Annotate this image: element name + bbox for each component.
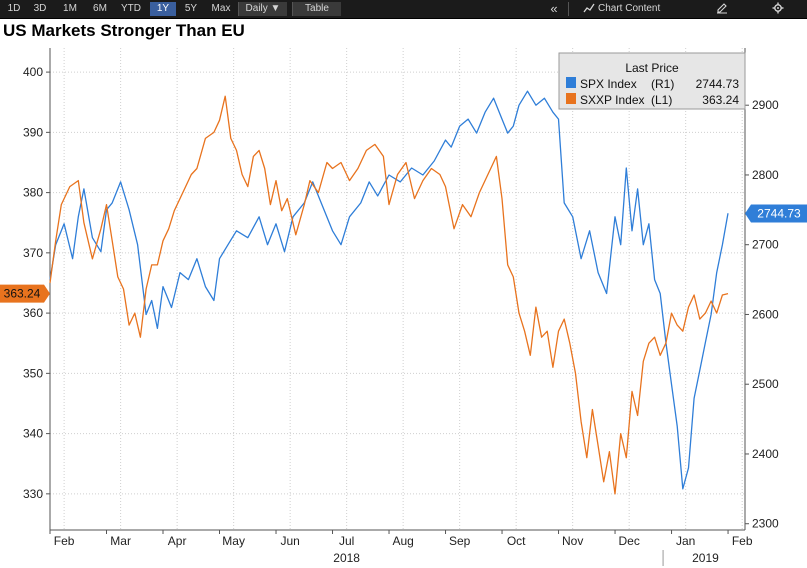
range-max-button[interactable]: Max [211,3,231,14]
chart-content-icon [582,2,596,16]
series-line-sxxp [49,95,729,495]
x-month-label: May [222,534,245,548]
x-month-label: Jun [280,534,299,548]
x-month-label: Jul [339,534,354,548]
table-button[interactable]: Table [292,2,341,16]
legend-swatch-sxxp [566,93,576,104]
legend-spx-last: 2744.73 [696,77,740,91]
badge-sxxp-value: 363.24 [4,287,41,301]
collapse-button[interactable]: « [550,1,558,16]
x-month-label: Feb [54,534,75,548]
left-tick-label: 340 [23,427,43,441]
gear-icon[interactable] [770,2,786,16]
range-5y-button[interactable]: 5Y [184,3,198,14]
x-month-label: Aug [392,534,413,548]
legend-sxxp-last: 363.24 [702,93,739,107]
legend-spx-name: SPX Index [580,77,637,91]
x-month-label: Oct [507,534,526,548]
left-tick-label: 330 [23,487,43,501]
right-tick-label: 2600 [752,307,779,321]
legend-spx-axis: (R1) [651,77,674,91]
badge-spx-value: 2744.73 [757,207,801,221]
right-tick-label: 2300 [752,517,779,531]
pencil-icon[interactable] [714,2,730,16]
right-tick-label: 2900 [752,98,779,112]
x-year-label: 2018 [333,551,360,565]
right-tick-label: 2500 [752,377,779,391]
legend-sxxp-name: SXXP Index [580,93,645,107]
badge-sxxp [0,284,50,303]
x-month-label: Mar [110,534,131,548]
x-month-label: Feb [732,534,753,548]
x-month-label: Nov [562,534,583,548]
legend-sxxp-axis: (L1) [651,93,672,107]
left-tick-label: 370 [23,246,43,260]
range-3d-button[interactable]: 3D [33,3,47,14]
chart-axes: 330 340 350 360 370 380 390 400 2300 2400 2500 2600… [23,48,779,566]
badge-spx [745,204,807,223]
left-tick-label: 350 [23,366,43,380]
left-tick-label: 360 [23,306,43,320]
x-month-label: Sep [449,534,471,548]
plot-area [50,48,745,530]
range-1d-button[interactable]: 1D [7,3,21,14]
legend-swatch-spx [566,77,576,88]
right-tick-label: 2400 [752,447,779,461]
chart-toolbar: 1D 3D 1M 6M YTD 1Y 5Y Max Daily ▼ Table … [0,0,807,19]
right-tick-label: 2700 [752,238,779,252]
range-ytd-button[interactable]: YTD [121,3,141,14]
last-value-badges: 2744.73 363.24 [0,204,807,303]
range-1y-button[interactable]: 1Y [150,2,176,16]
left-tick-label: 400 [23,65,43,79]
series-line-spx [49,90,729,490]
x-year-label: 2019 [692,551,719,565]
legend: Last Price SPX Index (R1) 2744.73 SXXP I… [558,52,746,110]
left-tick-label: 390 [23,125,43,139]
x-month-label: Dec [618,534,639,548]
x-month-label: Jan [676,534,695,548]
left-tick-label: 380 [23,186,43,200]
right-tick-label: 2800 [752,168,779,182]
range-6m-button[interactable]: 6M [93,3,107,14]
legend-title: Last Price [625,61,679,75]
x-month-label: Apr [168,534,187,548]
range-1m-button[interactable]: 1M [63,3,77,14]
chart-content-button[interactable]: Chart Content [598,3,661,14]
frequency-dropdown[interactable]: Daily ▼ [238,2,287,16]
series-lines [49,90,729,495]
chart-title: US Markets Stronger Than EU [3,21,245,40]
